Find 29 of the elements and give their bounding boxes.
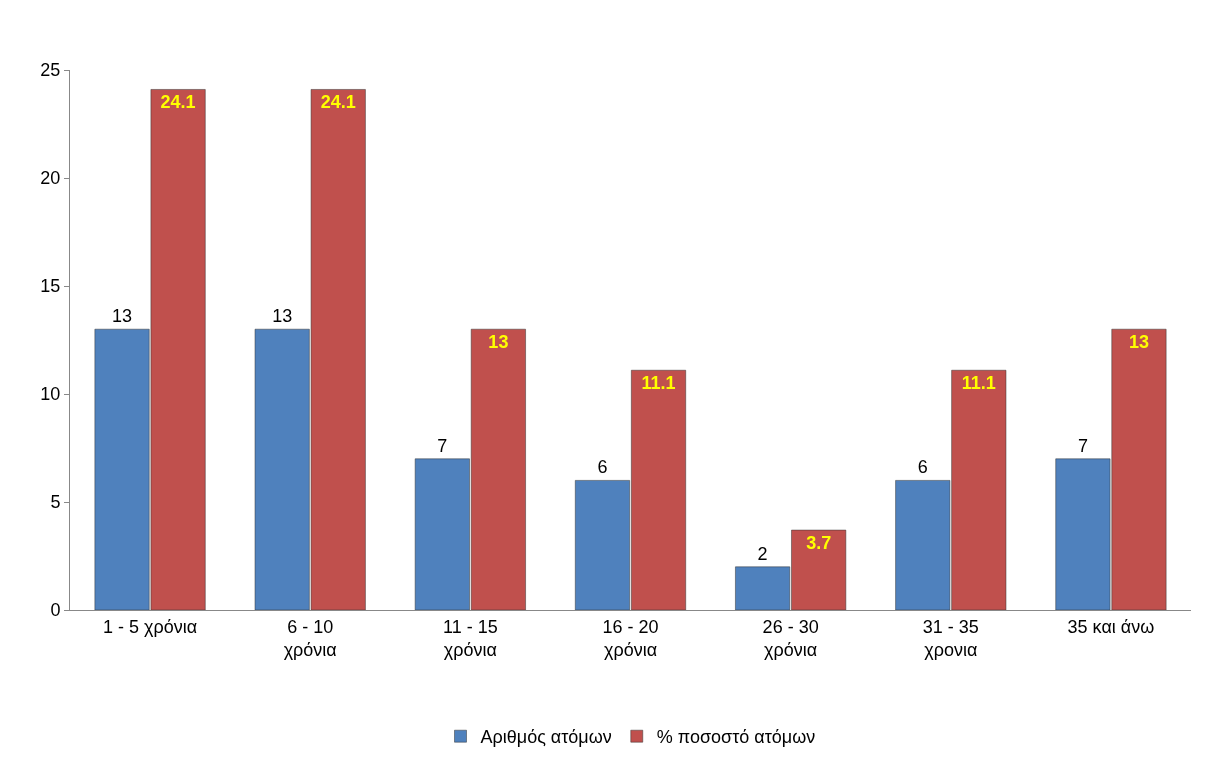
data-label: 24.1 xyxy=(320,92,356,113)
x-tick-label: 11 - 15 χρόνια xyxy=(443,616,498,660)
data-label: 13 xyxy=(272,306,293,327)
data-label: 11.1 xyxy=(961,373,996,394)
y-tick-label: 25 xyxy=(40,60,61,81)
data-label: 13 xyxy=(112,306,133,327)
y-tick-label: 15 xyxy=(40,276,61,297)
x-tick-label: 16 - 20 χρόνια xyxy=(602,616,659,660)
x-tick-label: 31 - 35 χρονια xyxy=(922,616,979,660)
x-tick-label: 35 και άνω xyxy=(1067,616,1155,637)
x-tick-label: 1 - 5 χρόνια xyxy=(103,616,198,637)
data-label: 13 xyxy=(488,332,509,353)
x-tick-label: 6 - 10 χρόνια xyxy=(283,616,337,660)
data-label: 7 xyxy=(1077,435,1088,456)
data-label: 13 xyxy=(1128,332,1149,353)
legend-label: Αριθμός ατόμων xyxy=(480,727,612,748)
data-label: 3.7 xyxy=(806,533,832,554)
data-label: 24.1 xyxy=(160,92,196,113)
y-tick-label: 5 xyxy=(50,492,61,513)
data-label: 11.1 xyxy=(641,373,676,394)
data-label: 2 xyxy=(757,543,768,564)
data-label: 7 xyxy=(437,435,448,456)
y-tick-label: 10 xyxy=(40,384,61,405)
legend-label: % ποσοστό ατόμων xyxy=(656,727,816,748)
data-label: 6 xyxy=(597,457,608,478)
y-tick-label: 20 xyxy=(40,168,61,189)
x-tick-label: 26 - 30 χρόνια xyxy=(762,616,819,660)
data-label: 6 xyxy=(917,457,928,478)
y-tick-label: 0 xyxy=(50,600,61,621)
